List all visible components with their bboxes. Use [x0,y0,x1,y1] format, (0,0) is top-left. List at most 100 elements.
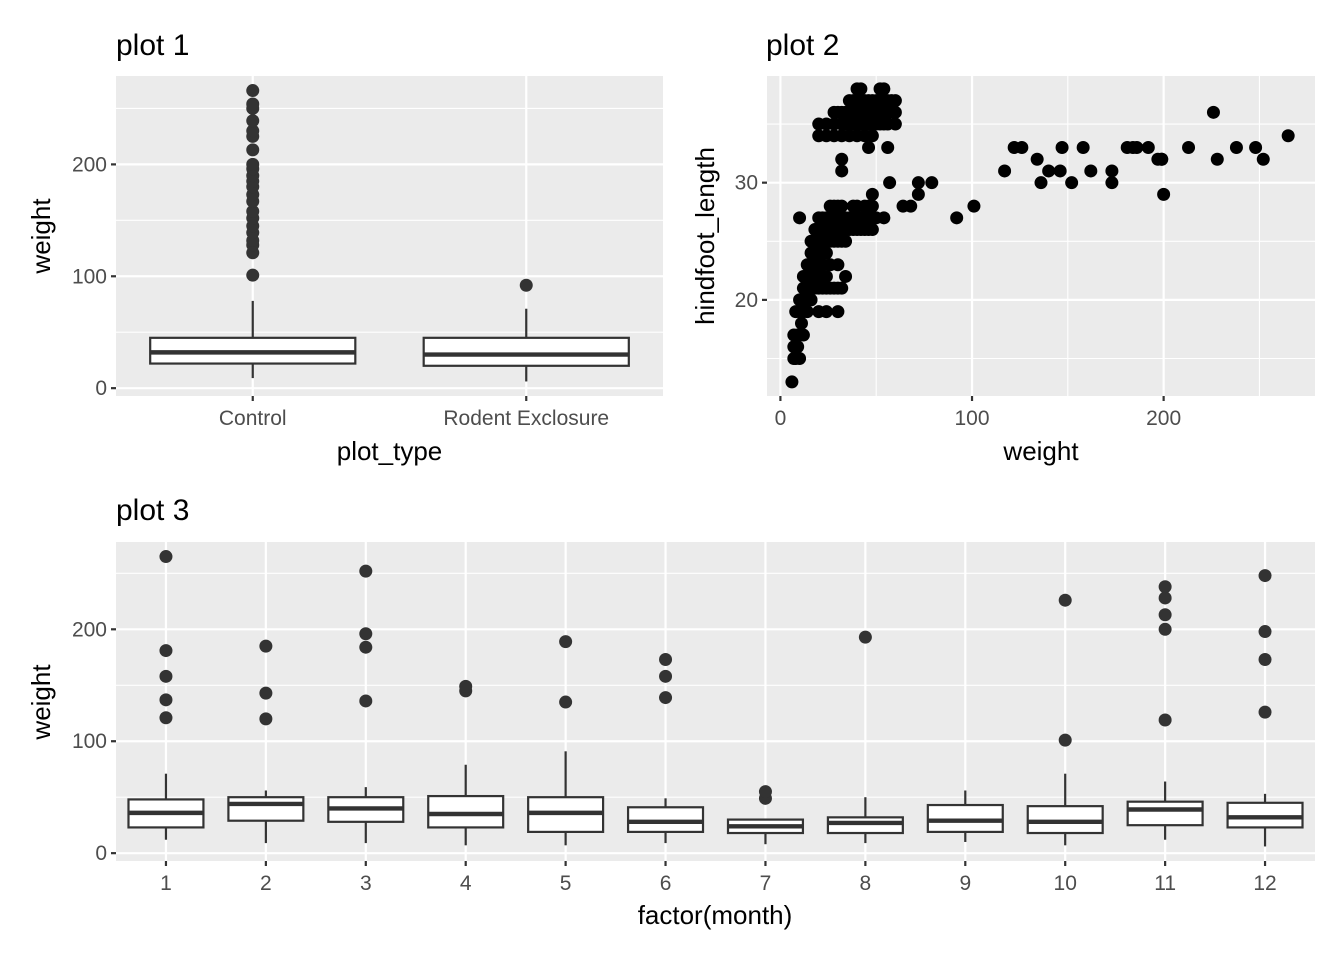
plot-2-data-point [1249,141,1263,155]
outlier-point [758,785,772,799]
plot-3-box-1 [127,550,205,840]
plot-2-data-point [888,117,902,131]
plot-2-data-point [1229,141,1243,155]
outlier-point [246,114,260,128]
plot-2-data-point [835,164,849,178]
plot-3-box-11 [1126,580,1204,840]
plot-3-x-tick-label: 10 [1054,872,1077,895]
outlier-point [1058,593,1072,607]
plot-2-data-point [793,211,807,225]
plot-2-data-point [835,199,849,213]
outlier-point [1058,733,1072,747]
plot-2-y-tick-label: 30 [735,172,758,195]
plot-3-x-tick-label: 3 [360,872,372,895]
plot-3-x-tick-label: 11 [1154,872,1176,895]
plot-3-y-tick-label: 200 [72,618,107,641]
plot-2-data-point [1076,141,1090,155]
plot-2-data-point [812,305,826,319]
outlier-point [1158,713,1172,727]
plot-1-marks [149,84,630,382]
outlier-point [1258,705,1272,719]
outlier-point [1158,591,1172,605]
plot-3-box-6 [626,653,705,844]
plot-2-data-point [819,269,833,283]
plot-2-data-point [1105,164,1119,178]
plot-2-data-point [1053,164,1067,178]
outlier-point [1258,625,1272,639]
plot-2-data-point [1206,105,1220,119]
plot-2-data-point [877,82,891,96]
plot-2-data-point [1042,164,1056,178]
plot-1-box-control [149,84,357,379]
iqr-box [1226,801,1304,829]
iqr-box [1126,800,1204,827]
outlier-point [1158,622,1172,636]
plot-2-data-point [835,281,849,295]
outlier-point [246,143,260,157]
plot-3-panel [116,542,1315,861]
plot-2-data-point [1030,152,1044,166]
plot-2-data-point [800,305,814,319]
plot-1-x-tick-label: Rodent Exclosure [443,407,609,430]
plot-2-data-point [1034,176,1048,190]
plot-2-data-point [1015,141,1029,155]
plot-3-y-tick-label: 100 [72,730,107,753]
outlier-point [659,669,673,683]
plot-3-x-axis-title: factor(month) [638,900,793,930]
plot-1-axes: 0 100 200 Control Rodent Exclosure [72,153,609,430]
iqr-box [626,806,705,833]
plot-2-data-point [1065,176,1079,190]
plot-3-title: plot 3 [116,494,189,527]
plot-2-data-point [796,328,810,342]
plot-2-data-point [911,187,925,201]
plot-2-data-point [1055,141,1069,155]
plot-2-data-point [839,269,853,283]
plot-3-box-4 [427,679,505,846]
plot-3-x-tick-label: 8 [860,872,872,895]
outlier-point [159,550,173,564]
iqr-box [422,336,630,367]
plot-3-box-9 [926,790,1004,842]
plot-2-data-point [877,211,891,225]
outlier-point [259,686,273,700]
plot-2-data-point [967,199,981,213]
plot-2-x-axis-title: weight [1002,436,1079,466]
plot-2-y-axis-title: hindfoot_length [690,147,720,325]
plot-3-x-tick-label: 2 [260,872,272,895]
plot-2-data-point [793,351,807,365]
outlier-point [359,627,373,641]
outlier-point [559,635,573,649]
plot-2-data-point [1151,152,1165,166]
plot-2-x-tick-label: 100 [954,407,989,430]
iqr-box [926,803,1004,833]
outlier-point [159,693,173,707]
outlier-point [259,639,273,653]
outlier-point [359,640,373,654]
plot-3-x-tick-label: 12 [1253,872,1276,895]
plot-2-x-tick-label: 0 [775,407,787,430]
plot-3-x-tick-label: 1 [160,872,172,895]
iqr-box [227,796,305,822]
plot-2-x-tick-label: 200 [1146,407,1181,430]
plot-2-data-point [865,129,879,143]
outlier-point [659,691,673,705]
plot-2-data-point [791,340,805,354]
plot-3-y-axis-title: weight [26,664,56,741]
plot-3-y-tick-label: 0 [95,842,107,865]
plot-2-data-point [881,141,895,155]
plot-2-data-point [1141,141,1155,155]
plot-2-data-point [883,176,897,190]
plot-2-data-point [854,82,868,96]
outlier-point [246,204,260,218]
outlier-point [1158,608,1172,622]
outlier-point [359,694,373,708]
plot-1-x-tick-label: Control [219,407,287,430]
plot-3-x-tick-label: 6 [660,872,672,895]
plot-3-marks [127,550,1304,847]
plot-3-box-10 [1026,593,1104,846]
plot-2-data-point [1157,187,1171,201]
plot-1-title: plot 1 [116,29,189,62]
plot-2-data-point [831,258,845,272]
